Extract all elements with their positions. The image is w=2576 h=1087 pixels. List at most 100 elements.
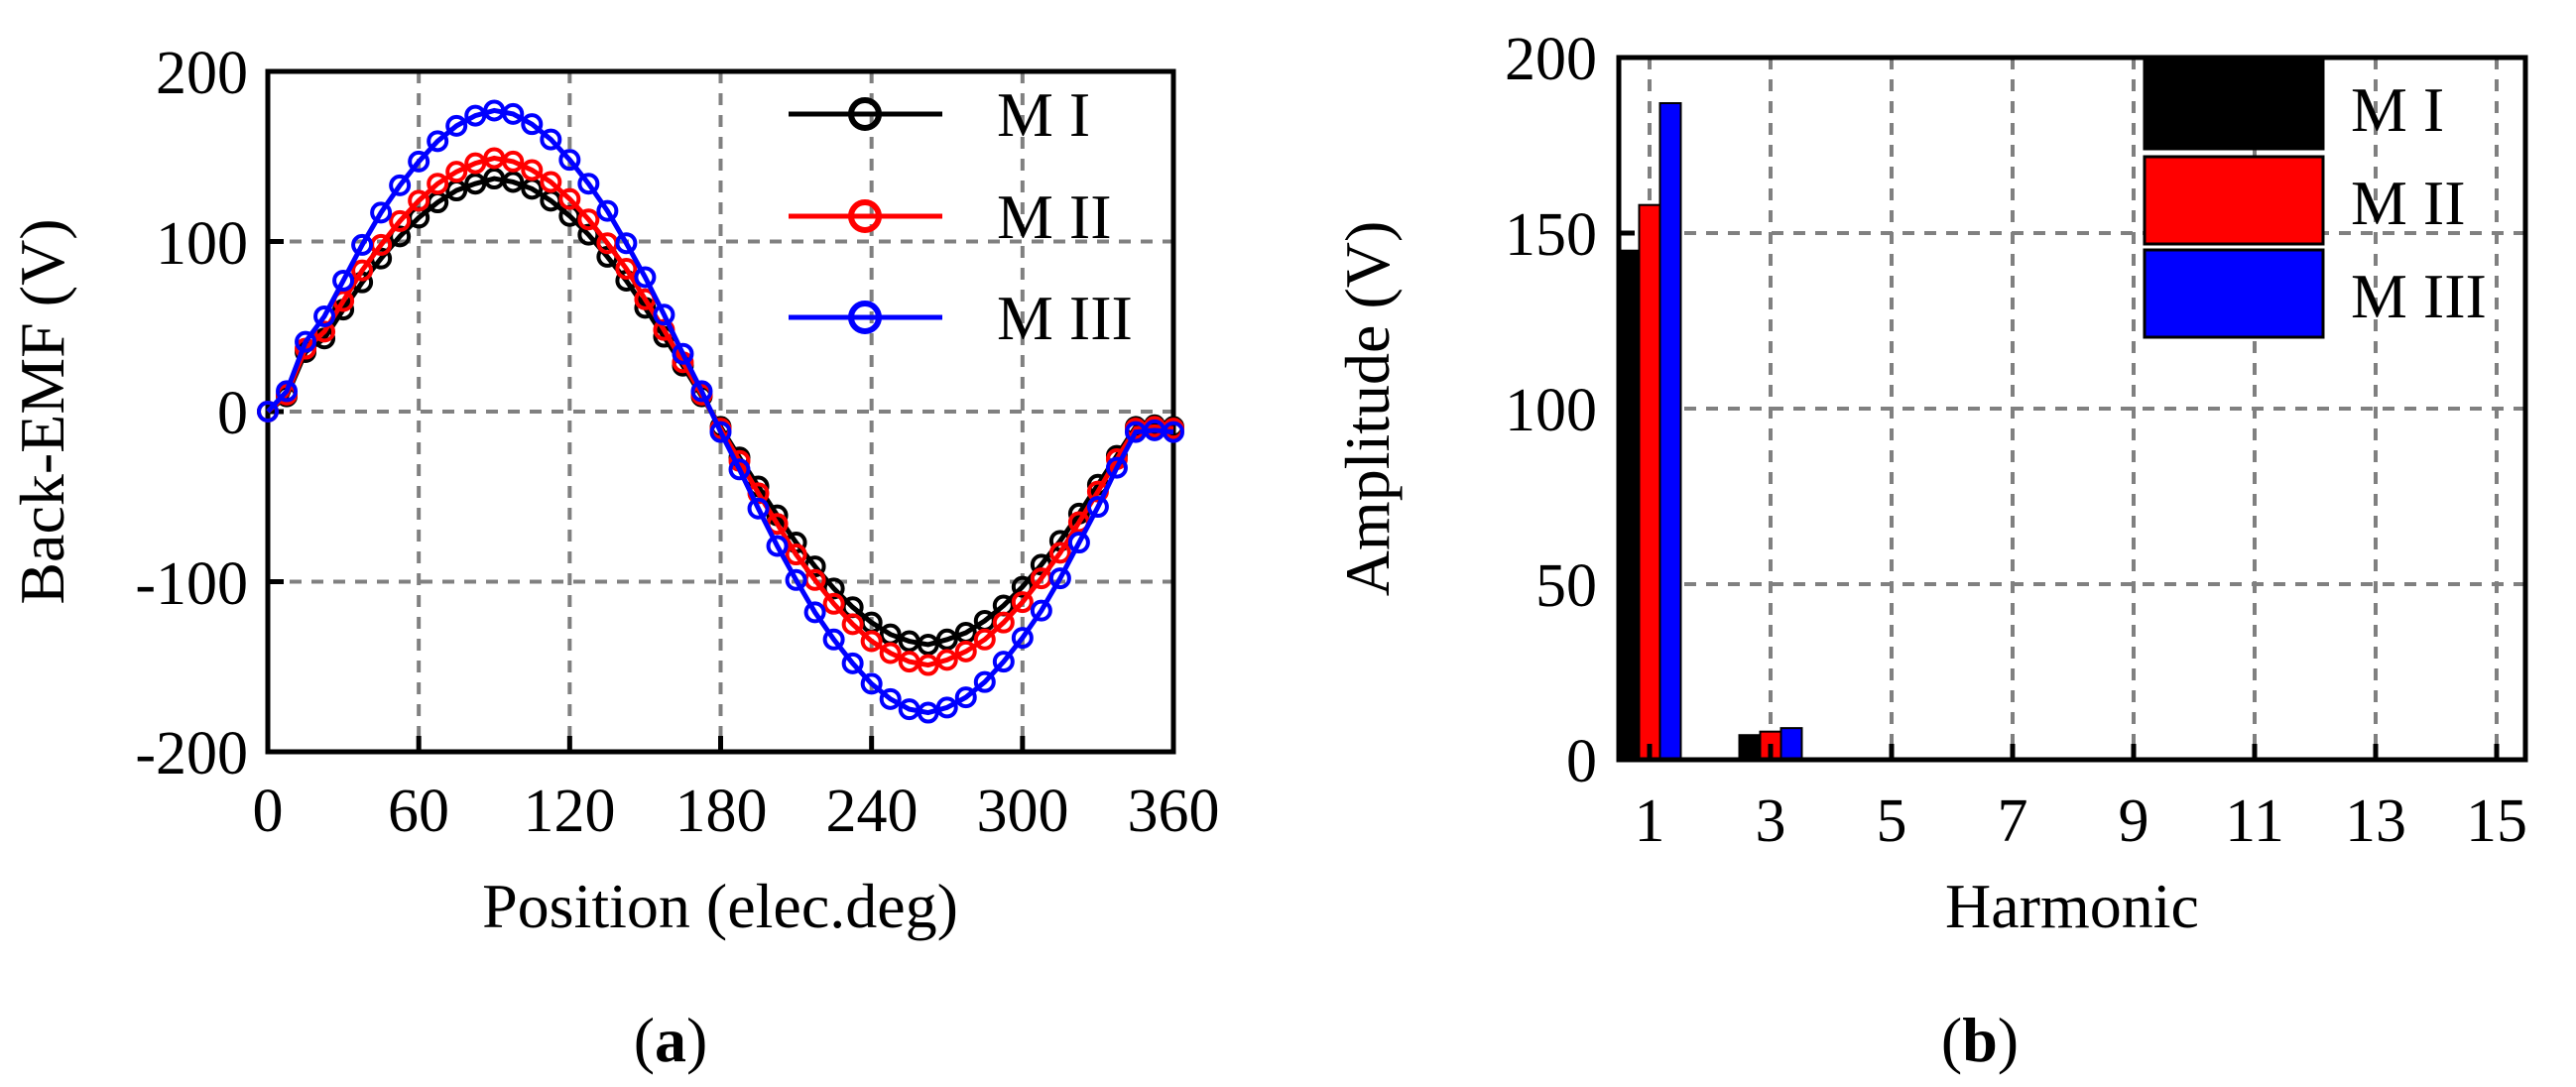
legend-swatch-m3: [2143, 248, 2325, 339]
legend-item-m3: M III: [789, 283, 1133, 353]
data-point-m3: [634, 266, 657, 289]
panel-a-x-tick-labels: 0 60 120 180 240 300 360: [253, 778, 1220, 845]
panel-b-xtick-label: 1: [1635, 787, 1665, 855]
data-point-m1: [935, 628, 958, 651]
data-point-m2: [427, 173, 449, 195]
bar-m3-h1: [1658, 102, 1682, 761]
data-point-m3: [257, 401, 279, 423]
panel-b-x-tick-labels: 1 3 5 7 9 11 13 15: [1635, 787, 2528, 855]
data-point-m3: [803, 601, 826, 624]
data-point-m3: [728, 458, 751, 481]
data-point-m2: [577, 208, 600, 231]
panel-b-ytick-label: 50: [1535, 552, 1597, 620]
data-point-m2: [615, 257, 638, 280]
data-point-m2: [389, 209, 412, 232]
data-point-m2: [860, 630, 883, 653]
data-point-m3: [1048, 567, 1071, 590]
legend-swatch-m1: [2143, 60, 2325, 151]
data-point-m2: [785, 544, 807, 566]
data-point-m3: [653, 303, 675, 326]
legend-label-m2: M II: [997, 181, 1112, 252]
panel-b-bar-chart: 200 150 100 50 0 1 3 5 7 9 11 13 15 Harm…: [1332, 26, 2528, 1075]
panel-a-xtick-label: 60: [388, 778, 449, 845]
data-point-m3: [690, 380, 713, 403]
data-point-m3: [351, 233, 374, 256]
panel-a-caption: (a): [634, 1005, 708, 1075]
legend-item-m2: M II: [789, 181, 1112, 252]
data-point-m3: [521, 113, 544, 136]
data-point-m3: [841, 652, 864, 674]
panel-b-caption: (b): [1941, 1005, 2019, 1075]
panel-b-ytick-label: 100: [1505, 377, 1597, 444]
panel-a-y-axis-label: Back-EMF (V): [7, 218, 77, 604]
data-point-m2: [351, 259, 374, 282]
data-point-m3: [1163, 421, 1184, 443]
data-point-m1: [464, 173, 487, 195]
data-point-m1: [502, 171, 525, 193]
data-point-m3: [427, 130, 449, 153]
data-point-m3: [672, 342, 694, 365]
legend-marker-m2: [848, 199, 882, 233]
data-point-m3: [540, 128, 562, 151]
data-point-m3: [558, 149, 581, 172]
panel-b-xtick-label: 5: [1877, 787, 1907, 855]
panel-b-xtick-label: 9: [2119, 787, 2149, 855]
panel-b-ytick-label: 0: [1566, 728, 1597, 795]
data-point-m2: [917, 654, 939, 676]
legend-label-m3: M III: [997, 283, 1133, 353]
panel-b-xtick-label: 15: [2466, 787, 2527, 855]
data-point-m1: [577, 223, 600, 246]
panel-a-series: [257, 99, 1184, 724]
data-point-m3: [370, 201, 393, 224]
data-point-m1: [389, 225, 412, 248]
data-point-m2: [445, 161, 468, 183]
data-point-m3: [766, 535, 789, 557]
panel-a-ytick-label: 100: [156, 210, 248, 278]
bar-m3-h3: [1779, 727, 1803, 762]
data-point-m1: [1011, 575, 1034, 598]
data-point-m3: [295, 330, 317, 353]
panel-a-legend: M I M II M III: [789, 79, 1133, 353]
panel-a-y-tick-labels: 200 100 0 -100 -200: [135, 40, 248, 787]
data-point-m3: [502, 102, 525, 125]
legend-item-m2: M II: [2143, 155, 2466, 246]
legend-label-m1: M I: [2351, 74, 2444, 145]
panel-b-xtick-label: 3: [1756, 787, 1786, 855]
panel-a-xtick-label: 300: [977, 778, 1069, 845]
data-point-m3: [917, 701, 939, 724]
data-point-m2: [1011, 591, 1034, 614]
data-point-m3: [709, 421, 732, 443]
data-point-m3: [464, 104, 487, 127]
legend-marker-m1: [848, 97, 882, 131]
panel-a-ytick-label: 0: [217, 380, 248, 447]
bar-m1-h1: [1617, 249, 1641, 761]
bar-m1-h3: [1738, 734, 1762, 761]
panel-b-bars: [1617, 102, 1803, 762]
data-point-m3: [785, 568, 807, 591]
panel-a-x-axis-label: Position (elec.deg): [482, 871, 958, 941]
data-point-m2: [822, 592, 845, 615]
data-point-m2: [973, 628, 996, 651]
data-point-m2: [841, 613, 864, 636]
data-point-m2: [521, 159, 544, 181]
data-point-m3: [596, 199, 619, 222]
data-point-m3: [879, 687, 902, 710]
legend-label-m1: M I: [997, 79, 1090, 150]
data-point-m3: [389, 174, 412, 196]
data-point-m3: [313, 304, 336, 327]
panel-b-x-axis-label: Harmonic: [1945, 871, 2199, 941]
panel-b-ticks: [1619, 55, 2500, 763]
panel-a-ytick-label: -100: [135, 550, 248, 618]
panel-b-xtick-label: 13: [2345, 787, 2406, 855]
data-point-m3: [408, 150, 430, 173]
bar-m2-h1: [1638, 203, 1661, 761]
data-point-m3: [615, 232, 638, 255]
panel-b-y-axis-label: Amplitude (V): [1332, 221, 1403, 597]
panel-b-caption-letter: b: [1962, 1005, 1998, 1075]
data-point-m2: [954, 640, 977, 663]
panel-b-xtick-label: 11: [2225, 787, 2284, 855]
panel-a-ytick-label: -200: [135, 720, 248, 787]
data-point-m3: [276, 380, 299, 403]
panel-a-ytick-label: 200: [156, 40, 248, 107]
